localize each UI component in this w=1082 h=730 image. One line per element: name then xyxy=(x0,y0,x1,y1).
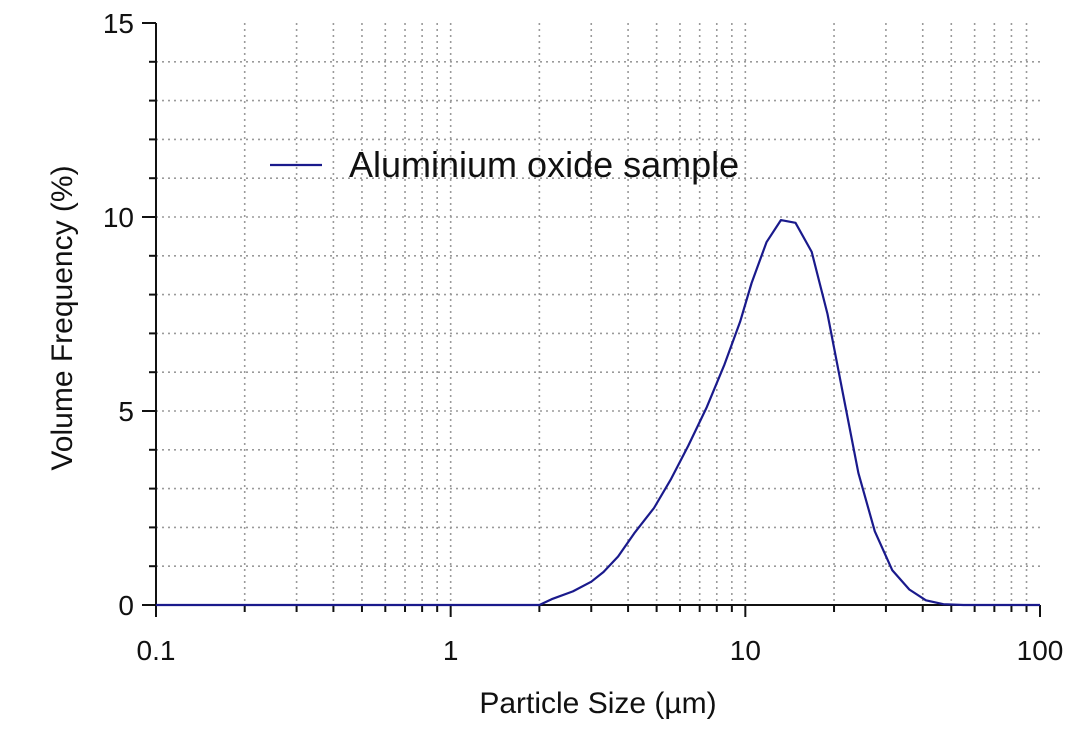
grid xyxy=(156,23,1040,605)
y-axis-title: Volume Frequency (%) xyxy=(46,165,79,470)
ticks xyxy=(142,22,1041,617)
legend-label: Aluminium oxide sample xyxy=(349,144,739,185)
x-tick-label: 10 xyxy=(730,635,761,666)
x-tick-label: 100 xyxy=(1017,635,1064,666)
x-tick-label: 1 xyxy=(443,635,459,666)
y-tick-label: 5 xyxy=(118,396,134,427)
series xyxy=(156,219,1040,607)
y-tick-label: 10 xyxy=(103,202,134,233)
tick-labels: 0.1 1 10 100 0 5 10 15 xyxy=(103,8,1064,666)
y-tick-label: 15 xyxy=(103,8,134,39)
legend: Aluminium oxide sample xyxy=(270,144,739,185)
x-axis-title: Particle Size (µm) xyxy=(479,687,716,720)
y-tick-label: 0 xyxy=(118,590,134,621)
x-tick-label: 0.1 xyxy=(137,635,176,666)
axes xyxy=(155,23,1040,606)
series-line xyxy=(156,219,1040,607)
